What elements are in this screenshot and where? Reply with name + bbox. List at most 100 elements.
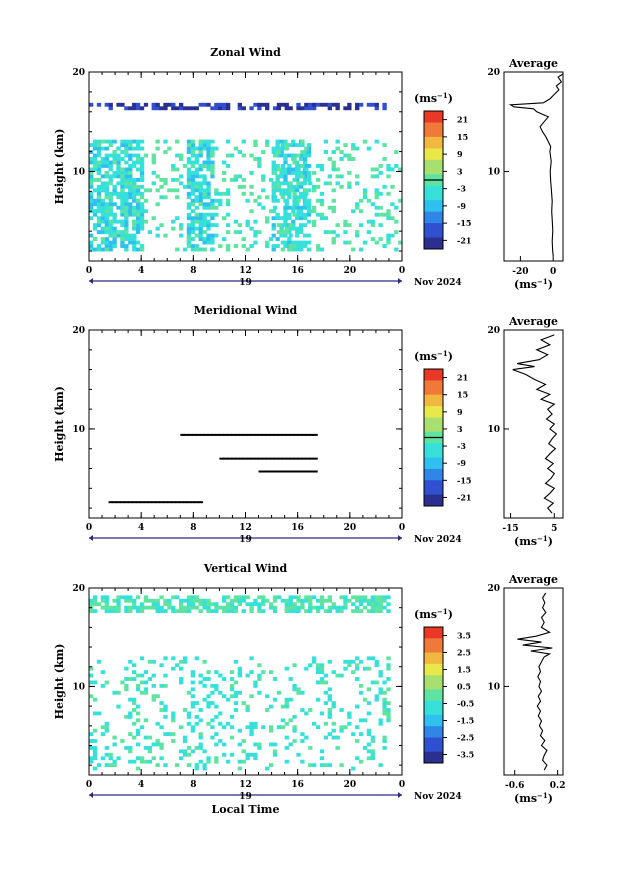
heatmap-cell	[319, 216, 325, 221]
date-day-label: 19	[239, 278, 252, 288]
heatmap-cell	[305, 457, 310, 460]
heatmap-cell	[132, 237, 137, 242]
colorbar-segment	[424, 128, 443, 132]
heatmap-cell	[276, 725, 282, 730]
heatmap-cell	[182, 735, 188, 740]
colorbar-tick-label: 1.5	[457, 665, 471, 675]
heatmap-cell	[249, 725, 254, 730]
heatmap-cell	[279, 167, 284, 172]
heatmap-cell	[219, 433, 224, 436]
heatmap-cell	[241, 749, 246, 754]
x-axis-label: Local Time	[212, 803, 280, 816]
heatmap-cell	[124, 216, 129, 221]
heatmap-cell	[343, 666, 348, 671]
heatmap-cell	[374, 697, 379, 702]
heatmap-cell	[116, 191, 121, 196]
heatmap-cell	[198, 226, 203, 231]
heatmap-cell	[378, 212, 383, 217]
heatmap-cell	[374, 663, 379, 668]
heatmap-cell	[190, 202, 196, 207]
heatmap-cell	[262, 470, 267, 473]
heatmap-cell	[225, 244, 231, 248]
heatmap-cell	[233, 146, 239, 151]
heatmap-cell	[265, 102, 270, 107]
heatmap-cell	[319, 202, 325, 207]
heatmap-cell	[159, 742, 164, 747]
heatmap-cell	[222, 102, 227, 107]
heatmap-cell	[202, 219, 207, 224]
heatmap-cell	[206, 223, 211, 228]
heatmap-cell	[347, 106, 352, 111]
colorbar-tick-label: 3.5	[457, 631, 471, 641]
heatmap-cell	[155, 202, 160, 207]
heatmap-cell	[104, 146, 109, 151]
heatmap-cell	[225, 198, 231, 203]
heatmap-cell	[96, 244, 102, 248]
heatmap-cell	[382, 701, 387, 706]
heatmap-cell	[366, 102, 372, 107]
x-tick-label: 12	[239, 266, 252, 276]
heatmap-cell	[108, 191, 113, 196]
heatmap-cell	[198, 742, 203, 747]
heatmap-cell	[257, 202, 262, 207]
heatmap-cell	[284, 605, 289, 610]
colorbar-segment	[424, 400, 443, 404]
heatmap-cell	[327, 598, 332, 603]
heatmap-cell	[171, 177, 176, 182]
heatmap-cell	[222, 106, 227, 111]
heatmap-cell	[92, 226, 98, 231]
heatmap-cell	[210, 202, 215, 207]
heatmap-cell	[198, 247, 203, 252]
heatmap-cell	[304, 167, 309, 172]
heatmap-cell	[108, 167, 113, 172]
heatmap-cell	[323, 609, 329, 614]
heatmap-cell	[198, 673, 203, 678]
heatmap-cell	[206, 102, 211, 107]
heatmap-cell	[190, 160, 196, 165]
panel-title: Vertical Wind	[203, 562, 288, 575]
heatmap-cell	[292, 177, 297, 182]
average-y-tick-label: 10	[487, 425, 500, 435]
heatmap-cell	[104, 223, 109, 228]
heatmap-cell	[370, 174, 376, 179]
heatmap-cell	[190, 598, 196, 603]
heatmap-cell	[190, 219, 196, 224]
heatmap-cell	[190, 244, 196, 248]
average-y-tick-label: 20	[487, 326, 500, 336]
heatmap-cell	[202, 766, 207, 771]
heatmap-cell	[120, 205, 125, 210]
heatmap-cell	[300, 602, 305, 607]
heatmap-cell	[257, 745, 262, 750]
heatmap-cell	[366, 602, 372, 607]
heatmap-cell	[100, 598, 106, 603]
heatmap-cell	[124, 598, 129, 603]
heatmap-cell	[206, 150, 211, 154]
heatmap-cell	[104, 205, 109, 210]
heatmap-cell	[270, 470, 275, 473]
heatmap-cell	[237, 106, 242, 111]
heatmap-cell	[253, 240, 258, 245]
heatmap-cell	[92, 237, 98, 242]
heatmap-cell	[124, 212, 129, 217]
heatmap-cell	[104, 216, 109, 221]
heatmap-cell	[135, 230, 141, 235]
heatmap-cell	[386, 663, 391, 668]
heatmap-cell	[366, 146, 372, 151]
heatmap-cell	[112, 609, 117, 614]
heatmap-cell	[351, 766, 356, 771]
heatmap-cell	[104, 102, 109, 107]
heatmap-cell	[300, 143, 305, 148]
heatmap-cell	[214, 233, 219, 238]
heatmap-cell	[292, 191, 297, 196]
heatmap-cell	[190, 670, 196, 675]
heatmap-cell	[246, 457, 252, 460]
heatmap-cell	[308, 609, 313, 614]
heatmap-cell	[139, 139, 145, 144]
heatmap-cell	[89, 202, 94, 207]
heatmap-cell	[398, 198, 403, 203]
heatmap-cell	[382, 595, 387, 600]
heatmap-cell	[186, 212, 192, 217]
heatmap-cell	[135, 143, 141, 148]
heatmap-cell	[214, 198, 219, 203]
heatmap-cell	[296, 244, 301, 248]
